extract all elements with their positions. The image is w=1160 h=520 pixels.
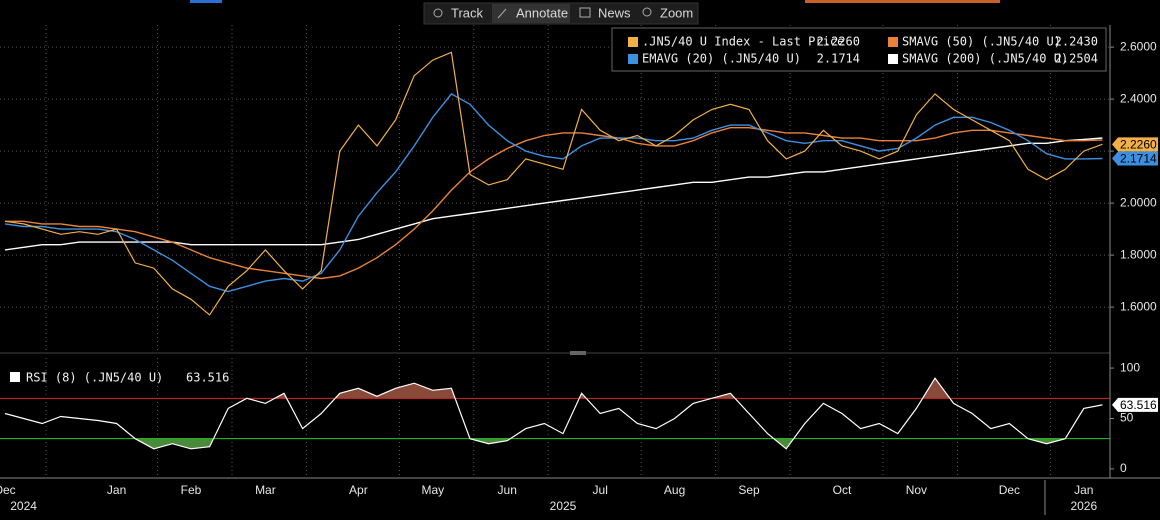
news-button[interactable]: News [598, 5, 631, 20]
axis-tag-label: 2.2260 [1120, 138, 1157, 152]
x-tick-label: Feb [181, 483, 202, 497]
legend-label: EMAVG (20) (.JN5/40 U) [642, 52, 801, 66]
x-tick-label: Jun [498, 483, 517, 497]
legend-swatch [888, 54, 898, 64]
top-accent [190, 0, 222, 3]
price-line [5, 127, 1103, 280]
legend-value: 2.2260 [817, 35, 860, 49]
legend-swatch [10, 372, 20, 382]
axis-tag [1112, 397, 1158, 412]
legend-label: .JN5/40 U Index - Last Price [642, 35, 844, 49]
x-tick-label: Jul [593, 483, 608, 497]
y-tick-label: 1.8000 [1120, 247, 1157, 261]
price-line [4, 51, 1103, 316]
toolbar: Track Annotate News Zoom [423, 2, 699, 25]
price-line [4, 92, 1103, 293]
year-label: 2025 [550, 499, 577, 513]
x-tick-label: Dec [999, 483, 1020, 497]
x-tick-label: Mar [255, 483, 276, 497]
y-tick-label: 2.0000 [1120, 195, 1157, 209]
price-line [4, 137, 1103, 251]
legend-label: SMAVG (200) (.JN5/40 U) [902, 52, 1068, 66]
x-tick-label: Dec [0, 483, 16, 497]
zoom-icon [642, 7, 652, 17]
legend-value: 2.2430 [1055, 35, 1098, 49]
top-accent [805, 0, 1000, 3]
axis-tag-label: 63.516 [1120, 398, 1157, 412]
y-tick-label: 2.6000 [1120, 39, 1157, 53]
axis-tag [1112, 137, 1158, 152]
legend-value: 2.2504 [1055, 52, 1098, 66]
x-tick-label: Aug [664, 483, 685, 497]
news-icon [579, 7, 591, 18]
annotate-button[interactable]: Annotate [516, 5, 568, 20]
x-tick-label: Sep [738, 483, 760, 497]
axis-tag-label: 2.1714 [1120, 152, 1157, 166]
legend-swatch [888, 37, 898, 47]
x-tick-label: Jan [107, 483, 126, 497]
legend-label: SMAVG (50) (.JN5/40 U) [902, 35, 1061, 49]
annotate-icon [497, 8, 507, 19]
x-tick-label: May [421, 483, 444, 497]
x-tick-label: Jan [1074, 483, 1093, 497]
track-button[interactable]: Track [451, 5, 484, 20]
rsi-legend-label: RSI (8) (.JN5/40 U) [26, 371, 163, 385]
y-tick-label: 0 [1120, 461, 1127, 475]
x-tick-label: Nov [906, 483, 927, 497]
rsi-legend-value: 63.516 [186, 371, 229, 385]
y-tick-label: 2.4000 [1120, 91, 1157, 105]
axis-tag [1112, 151, 1158, 166]
legend-box [611, 27, 1107, 72]
annotate-active [492, 4, 570, 23]
legend-swatch [628, 37, 638, 47]
legend-value: 2.1714 [817, 52, 860, 66]
rsi-line [4, 377, 1103, 450]
y-tick-label: 100 [1120, 360, 1140, 374]
track-icon [433, 8, 443, 18]
legend-swatch [628, 54, 638, 64]
zoom-button[interactable]: Zoom [660, 5, 693, 20]
y-tick-label: 1.6000 [1120, 299, 1157, 313]
y-tick-label: 50 [1120, 411, 1134, 425]
panel-handle[interactable] [570, 351, 586, 355]
x-tick-label: Apr [349, 483, 368, 497]
year-label: 2024 [10, 499, 37, 513]
year-label: 2026 [1070, 499, 1097, 513]
x-tick-label: Oct [833, 483, 852, 497]
